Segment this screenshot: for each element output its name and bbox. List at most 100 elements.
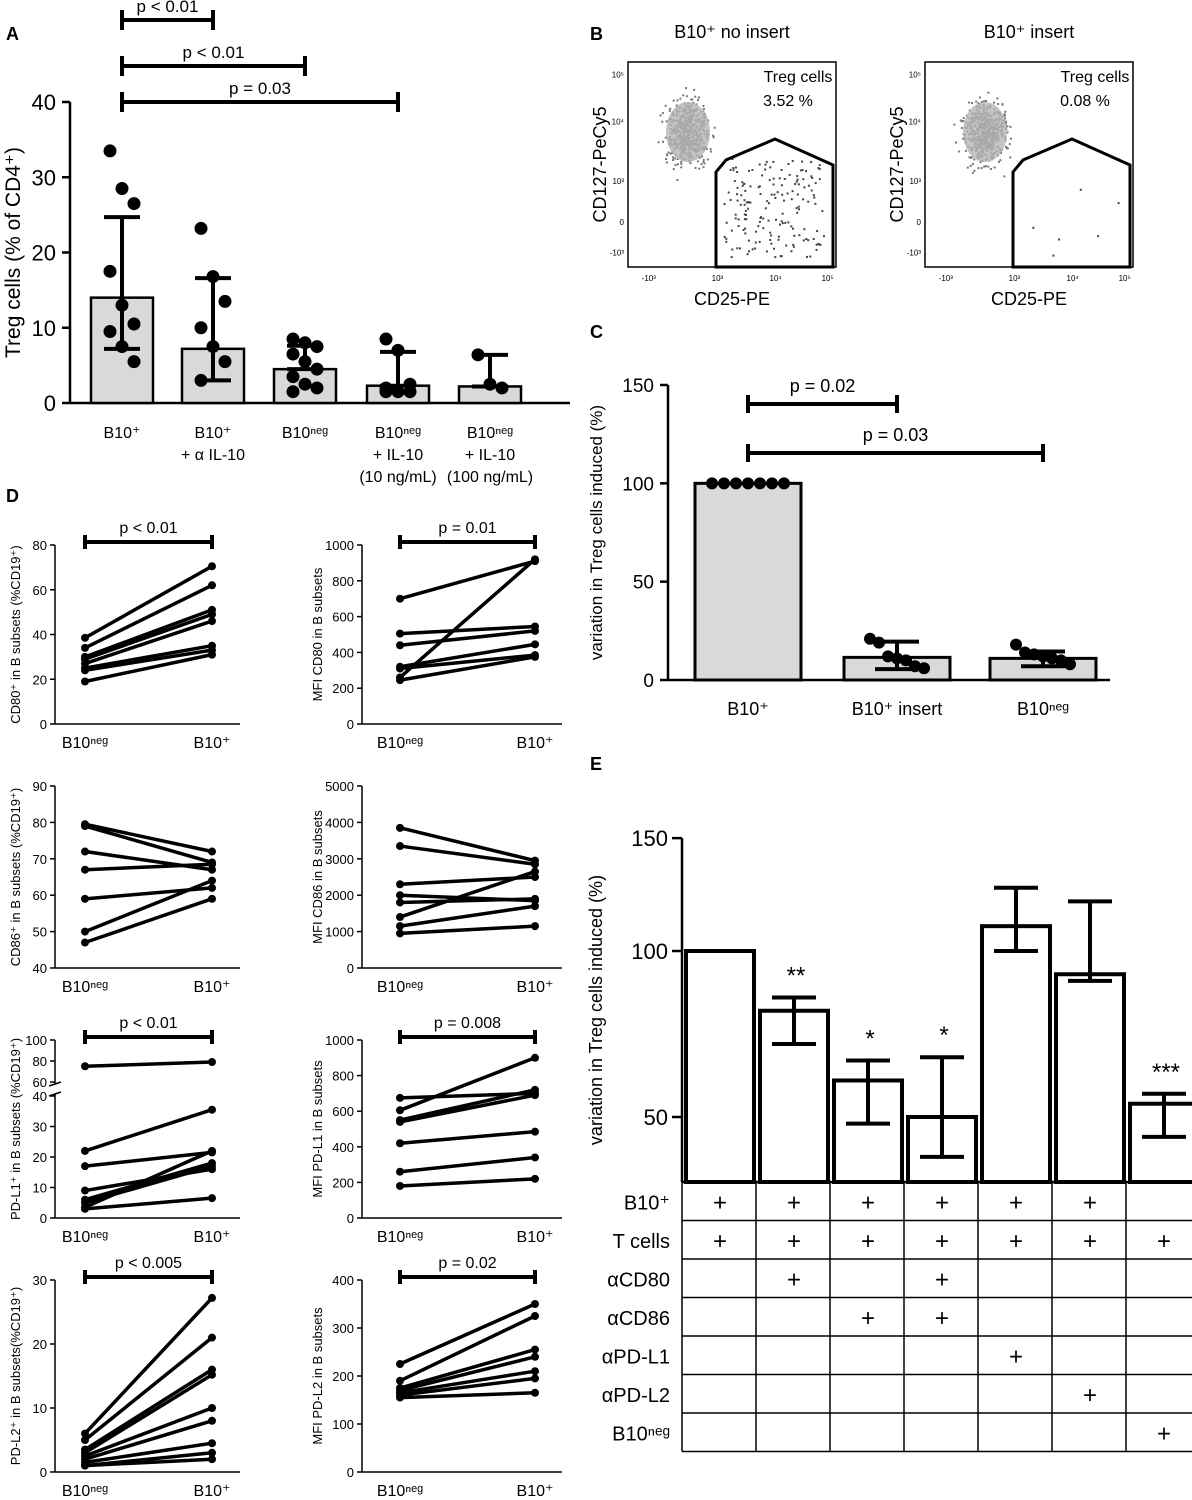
gated-event-dot — [743, 203, 746, 206]
gated-event-dot — [748, 169, 750, 172]
gate-label: Treg cells — [1061, 69, 1130, 86]
point-b10neg — [396, 1106, 404, 1115]
condition-mark: + — [935, 1228, 949, 1255]
gated-event-dot — [787, 221, 790, 224]
gated-event-dot — [766, 200, 769, 203]
event-dot — [958, 150, 961, 153]
gated-event-dot — [1097, 235, 1100, 238]
x-tick-label: B10ⁿᵉᵍ — [62, 735, 108, 752]
paired-line — [399, 642, 536, 669]
data-point — [918, 662, 930, 675]
x-tick-label: B10⁺ — [194, 735, 231, 752]
point-b10neg — [81, 666, 89, 675]
gated-event-dot — [729, 168, 732, 171]
gated-event-dot — [802, 198, 805, 201]
gated-event-dot — [741, 184, 744, 187]
point-b10pos — [531, 1153, 539, 1162]
event-dot — [685, 87, 688, 90]
event-dot — [661, 111, 664, 114]
population-core — [963, 102, 1007, 162]
point-b10neg — [81, 938, 89, 947]
event-dot — [987, 91, 990, 94]
condition-label: B10⁺ — [624, 1192, 670, 1214]
gated-event-dot — [796, 193, 799, 196]
condition-mark: + — [1157, 1228, 1171, 1255]
point-b10neg — [81, 1186, 89, 1195]
gated-event-dot — [725, 237, 728, 240]
gated-event-dot — [791, 160, 794, 162]
condition-label: αPD-L1 — [602, 1346, 670, 1368]
axis-break-mark — [48, 1081, 62, 1087]
data-point — [706, 477, 718, 490]
paired-line — [399, 826, 536, 863]
gated-event-dot — [774, 256, 777, 259]
point-b10neg — [81, 894, 89, 903]
point-b10pos — [531, 1091, 539, 1100]
event-dot — [989, 168, 992, 170]
gated-event-dot — [802, 239, 805, 242]
data-point — [1064, 658, 1076, 671]
gated-event-dot — [739, 203, 742, 206]
gated-event-dot — [747, 207, 750, 210]
x-tick-label: (10 ng/mL) — [359, 469, 436, 486]
gated-event-dot — [736, 247, 739, 250]
gated-event-dot — [747, 201, 750, 204]
gated-event-dot — [781, 193, 784, 196]
paired-line — [84, 652, 213, 684]
y-tick-label: 0 — [643, 671, 654, 692]
gated-event-dot — [780, 255, 783, 258]
gated-event-dot — [803, 186, 806, 189]
y-axis-label: PD-L2⁺ in B subsets(%CD19⁺) — [8, 1287, 23, 1465]
point-b10neg — [396, 1181, 404, 1190]
gated-event-dot — [761, 174, 764, 177]
gated-event-dot — [788, 173, 791, 176]
panel-label-d: D — [6, 486, 19, 506]
point-b10neg — [396, 594, 404, 603]
gated-event-dot — [745, 201, 748, 204]
condition-mark: + — [861, 1228, 875, 1255]
event-dot — [1009, 125, 1012, 128]
y-tick-label: 10 — [32, 316, 56, 341]
y-tick-label: 50 — [33, 925, 47, 940]
paired-subplot: 0 10 20 30 PD-L2⁺ in B subsets(%CD19⁺) B10ⁿᵉᵍ… — [8, 1255, 240, 1500]
event-dot — [971, 171, 974, 174]
gated-event-dot — [815, 248, 818, 251]
event-dot — [680, 160, 683, 163]
gated-event-dot — [762, 217, 765, 220]
x-tick-label: (100 ng/mL) — [447, 469, 533, 486]
y-tick-label: 20 — [32, 241, 56, 266]
gated-event-dot — [758, 240, 761, 243]
gated-event-dot — [732, 167, 735, 169]
gated-event-dot — [757, 186, 760, 189]
y-axis-label: Treg cells (% of CD4⁺) — [2, 147, 25, 358]
y-tick-label: 4000 — [325, 815, 354, 830]
point-b10neg — [396, 922, 404, 931]
gated-event-dot — [774, 197, 777, 199]
paired-line — [84, 824, 213, 865]
paired-subplot: 0 20 40 60 80 CD80⁺ in B subsets (%CD19⁺) B10ⁿ… — [8, 520, 240, 752]
gated-event-dot — [809, 255, 812, 258]
point-b10neg — [81, 1162, 89, 1171]
gated-event-dot — [790, 250, 793, 253]
gate-percent: 3.52 % — [763, 93, 813, 110]
point-b10neg — [396, 913, 404, 922]
paired-line — [399, 1302, 536, 1366]
event-dot — [962, 120, 965, 123]
point-b10pos — [531, 626, 539, 635]
gated-event-dot — [739, 247, 741, 250]
gated-event-dot — [759, 193, 762, 195]
y-axis-label: variation in Treg cells induced (%) — [586, 875, 606, 1145]
gated-event-dot — [743, 199, 746, 202]
event-dot — [713, 126, 716, 129]
point-b10pos — [531, 1352, 539, 1361]
paired-subplot: 60 80 100 0 10 20 30 40 PD-L1⁺ in B subsets (%CD… — [8, 1015, 240, 1246]
flow-y-tick-label: 0 — [620, 218, 625, 227]
condition-mark: + — [713, 1189, 727, 1216]
gated-event-dot — [730, 229, 733, 232]
gated-event-dot — [742, 183, 745, 186]
event-dot — [978, 96, 981, 99]
gated-event-dot — [769, 166, 772, 169]
comparison-pvalue: p < 0.01 — [137, 0, 199, 16]
data-point — [379, 332, 393, 346]
point-b10neg — [396, 842, 404, 851]
